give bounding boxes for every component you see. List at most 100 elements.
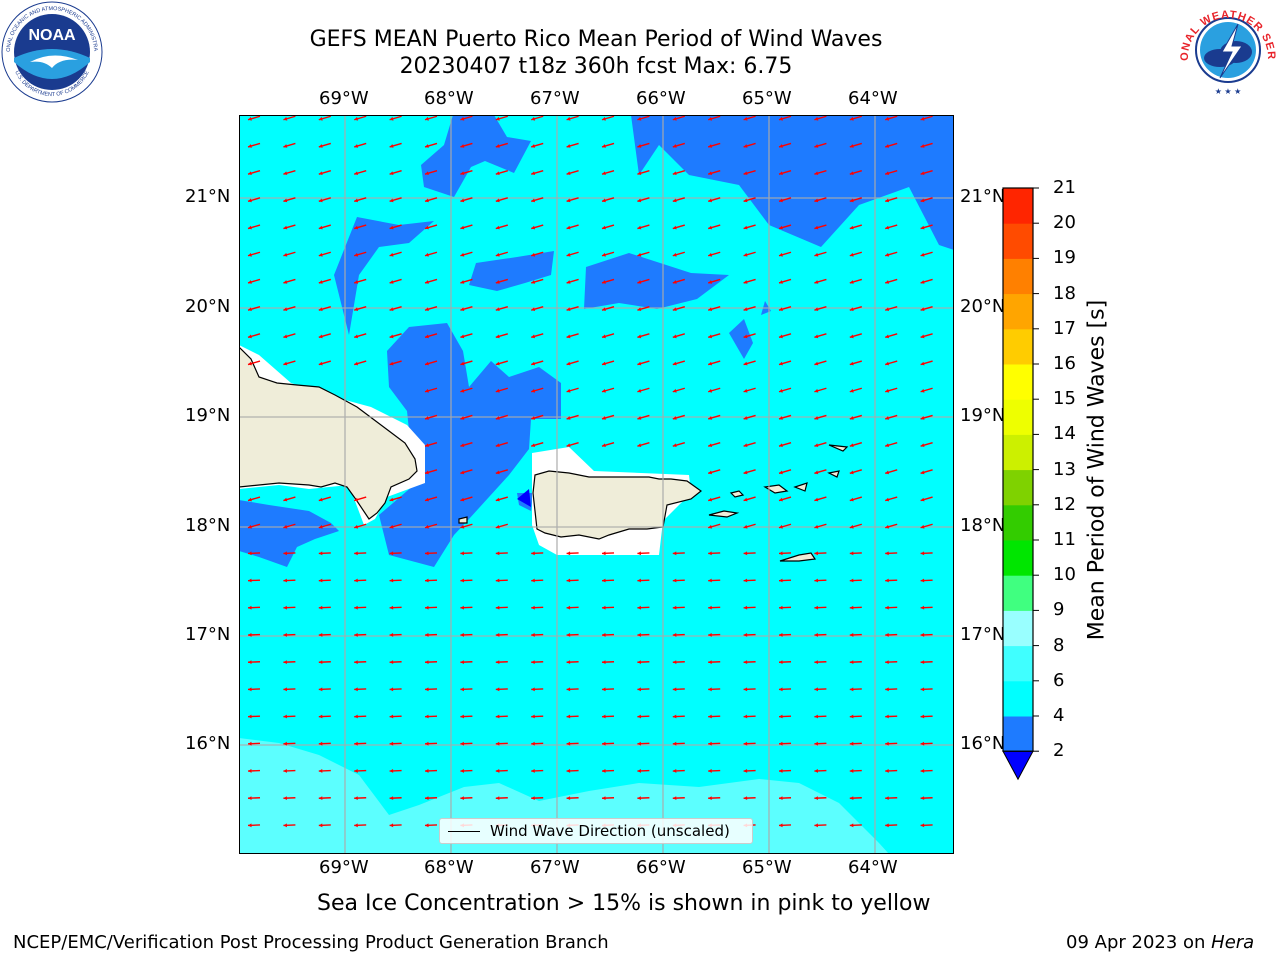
wind-arrow-head	[389, 632, 394, 637]
wind-arrow-head	[602, 388, 606, 393]
wind-arrow-head	[602, 605, 606, 610]
wind-arrow-head	[531, 551, 535, 556]
wind-arrow-head	[389, 225, 394, 230]
wind-arrow-head	[885, 171, 890, 176]
wind-arrow-head	[389, 551, 394, 556]
wind-arrow-head	[672, 632, 677, 637]
colorbar-tick-label: 2	[1053, 740, 1065, 762]
wind-arrow-head	[425, 388, 429, 393]
wind-arrow-head	[531, 225, 536, 230]
wind-arrow-head	[354, 252, 359, 257]
wind-arrow-head	[814, 443, 819, 448]
wind-arrow-head	[248, 605, 252, 610]
wind-arrow-head	[672, 171, 677, 176]
wind-arrow-head	[920, 307, 925, 312]
wind-arrow-head	[460, 632, 464, 637]
lat-tick-right: 19°N	[960, 405, 1006, 426]
wind-arrow-head	[637, 116, 642, 121]
wind-arrow-head	[602, 551, 606, 556]
wind-arrow-head	[566, 171, 571, 176]
wind-arrow-head	[743, 632, 748, 637]
lat-tick-right: 18°N	[960, 515, 1006, 536]
wind-arrow-head	[318, 144, 323, 148]
wind-arrow-head	[779, 551, 783, 556]
wind-arrow-head	[814, 497, 819, 502]
wind-arrow-head	[885, 741, 889, 746]
wind-arrow-head	[495, 632, 500, 637]
wind-arrow-head	[849, 660, 854, 665]
wind-arrow-head	[460, 280, 465, 284]
wind-arrow-head	[283, 551, 287, 556]
wind-arrow-head	[779, 116, 783, 121]
wind-arrow-head	[849, 823, 854, 828]
legend-line-sample	[448, 831, 480, 832]
wind-arrow-head	[743, 334, 748, 339]
wind-arrow-head	[743, 361, 748, 366]
wind-arrow-head	[566, 551, 571, 556]
wind-arrow-head	[885, 280, 890, 284]
wind-arrow-head	[283, 334, 288, 339]
wind-arrow-head	[425, 470, 429, 475]
wind-arrow-head	[425, 605, 429, 610]
wind-arrow-head	[460, 144, 465, 148]
wind-arrow-head	[920, 388, 925, 393]
lat-tick-left: 18°N	[185, 515, 231, 536]
wind-arrow-head	[920, 578, 925, 583]
wind-arrow-head	[743, 225, 748, 230]
wind-arrow-head	[602, 280, 606, 284]
wind-arrow-head	[849, 470, 854, 475]
wind-arrow-head	[637, 768, 641, 773]
wind-arrow-head	[779, 171, 783, 176]
wind-arrow-head	[318, 632, 323, 637]
wind-arrow-head	[425, 307, 429, 312]
wind-arrow-head	[460, 443, 465, 448]
wind-arrow-head	[495, 198, 500, 203]
wind-arrow-head	[920, 416, 925, 420]
wind-arrow-head	[849, 225, 854, 230]
wind-arrow-head	[708, 497, 713, 502]
wind-arrow-head	[779, 443, 783, 448]
wind-arrow-head	[885, 632, 889, 637]
wind-arrow-head	[672, 687, 677, 692]
wind-arrow-head	[849, 334, 854, 339]
wind-arrow-head	[495, 334, 500, 339]
wind-arrow-head	[283, 796, 287, 801]
wind-arrow-head	[248, 524, 252, 529]
chart-title-line1: GEFS MEAN Puerto Rico Mean Period of Win…	[309, 27, 883, 52]
lon-tick-top: 67°W	[530, 88, 580, 109]
wind-arrow-head	[495, 768, 500, 773]
wind-arrow-head	[708, 632, 712, 637]
colorbar-tick-label: 6	[1053, 669, 1065, 691]
colorbar-label: Mean Period of Wind Waves [s]	[1084, 299, 1110, 641]
wind-arrow-head	[814, 605, 818, 610]
wind-arrow-head	[672, 660, 677, 665]
wind-arrow-head	[708, 307, 713, 312]
colorbar-tick-label: 9	[1053, 599, 1065, 621]
wind-arrow-head	[708, 198, 713, 203]
wind-arrow-head	[637, 198, 642, 203]
wind-arrow-head	[354, 497, 359, 502]
wind-arrow-head	[708, 470, 713, 475]
wind-arrow-head	[425, 252, 429, 257]
wind-arrow-head	[920, 796, 925, 801]
wind-arrow-head	[779, 605, 783, 610]
wind-arrow-head	[637, 252, 642, 257]
wind-arrow-head	[743, 252, 748, 257]
colorbar-segment	[1003, 188, 1033, 224]
wind-arrow-head	[708, 605, 712, 610]
map-panel	[238, 114, 955, 855]
wind-arrow-head	[708, 660, 712, 665]
wind-arrow-head	[566, 714, 571, 719]
wind-arrow-head	[248, 796, 252, 801]
wind-arrow-head	[920, 280, 925, 284]
wind-arrow-head	[814, 144, 819, 148]
wind-arrow-head	[354, 605, 358, 610]
colorbar-segment	[1003, 469, 1033, 506]
wind-arrow-head	[814, 198, 819, 203]
wind-arrow-head	[460, 605, 464, 610]
wind-arrow-head	[779, 280, 783, 284]
wind-arrow-head	[672, 144, 677, 148]
wind-arrow-head	[248, 116, 252, 121]
wind-arrow-head	[920, 361, 925, 366]
wind-arrow-head	[283, 768, 287, 773]
